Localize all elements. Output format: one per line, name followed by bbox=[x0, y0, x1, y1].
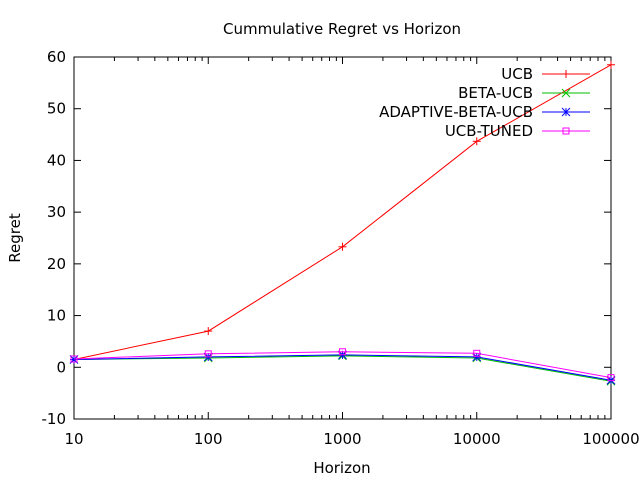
series-line-beta-ucb bbox=[73, 355, 612, 382]
data-point-ucb-tuned bbox=[204, 350, 212, 358]
data-point-ucb-tuned bbox=[607, 374, 615, 382]
legend-label: ADAPTIVE-BETA-UCB bbox=[379, 103, 533, 121]
y-tick-label: 20 bbox=[47, 255, 66, 273]
legend-entry-ucb: UCB bbox=[501, 65, 590, 83]
x-axis-label: Horizon bbox=[313, 459, 370, 477]
legend-label: BETA-UCB bbox=[458, 84, 533, 102]
y-axis-label: Regret bbox=[6, 213, 24, 263]
y-tick-label: 60 bbox=[47, 48, 66, 66]
series-ucb-tuned bbox=[70, 348, 615, 382]
legend-marker bbox=[561, 88, 571, 98]
legend-marker bbox=[562, 127, 570, 135]
legend-label: UCB bbox=[501, 65, 533, 83]
data-point-ucb bbox=[607, 60, 615, 69]
axis-ticks: -10 0 10 20 30 40 50 60 10 100 1000 10000 100000 bbox=[42, 48, 640, 448]
series-layer bbox=[69, 60, 616, 386]
y-tick-label: 10 bbox=[47, 307, 66, 325]
legend-label: UCB-TUNED bbox=[445, 122, 533, 140]
y-tick-label: 40 bbox=[47, 151, 66, 169]
data-point-ucb bbox=[472, 137, 481, 146]
y-tick-label: 50 bbox=[47, 100, 66, 118]
series-line-ucb-tuned bbox=[73, 351, 612, 379]
y-tick-label: -10 bbox=[42, 410, 67, 428]
data-point-ucb bbox=[204, 327, 213, 336]
x-tick-label: 10 bbox=[64, 430, 83, 448]
legend-marker bbox=[562, 70, 570, 78]
data-point-ucb-tuned bbox=[70, 355, 78, 363]
series-ucb bbox=[70, 60, 615, 364]
data-point-ucb-tuned bbox=[473, 349, 481, 357]
legend-entry-adaptive-beta-ucb: ADAPTIVE-BETA-UCB bbox=[379, 103, 590, 121]
legend-entry-ucb-tuned: UCB-TUNED bbox=[445, 122, 590, 140]
legend-entry-beta-ucb: BETA-UCB bbox=[458, 84, 590, 102]
x-tick-label: 10000 bbox=[453, 430, 501, 448]
chart-title: Cummulative Regret vs Horizon bbox=[223, 20, 461, 38]
x-tick-label: 100000 bbox=[582, 430, 639, 448]
legend-marker bbox=[561, 107, 571, 117]
y-tick-label: 0 bbox=[56, 358, 66, 376]
y-tick-label: 30 bbox=[47, 203, 66, 221]
x-tick-label: 1000 bbox=[323, 430, 361, 448]
x-tick-label: 100 bbox=[194, 430, 223, 448]
data-point-ucb bbox=[338, 242, 347, 251]
data-point-ucb-tuned bbox=[339, 348, 346, 356]
